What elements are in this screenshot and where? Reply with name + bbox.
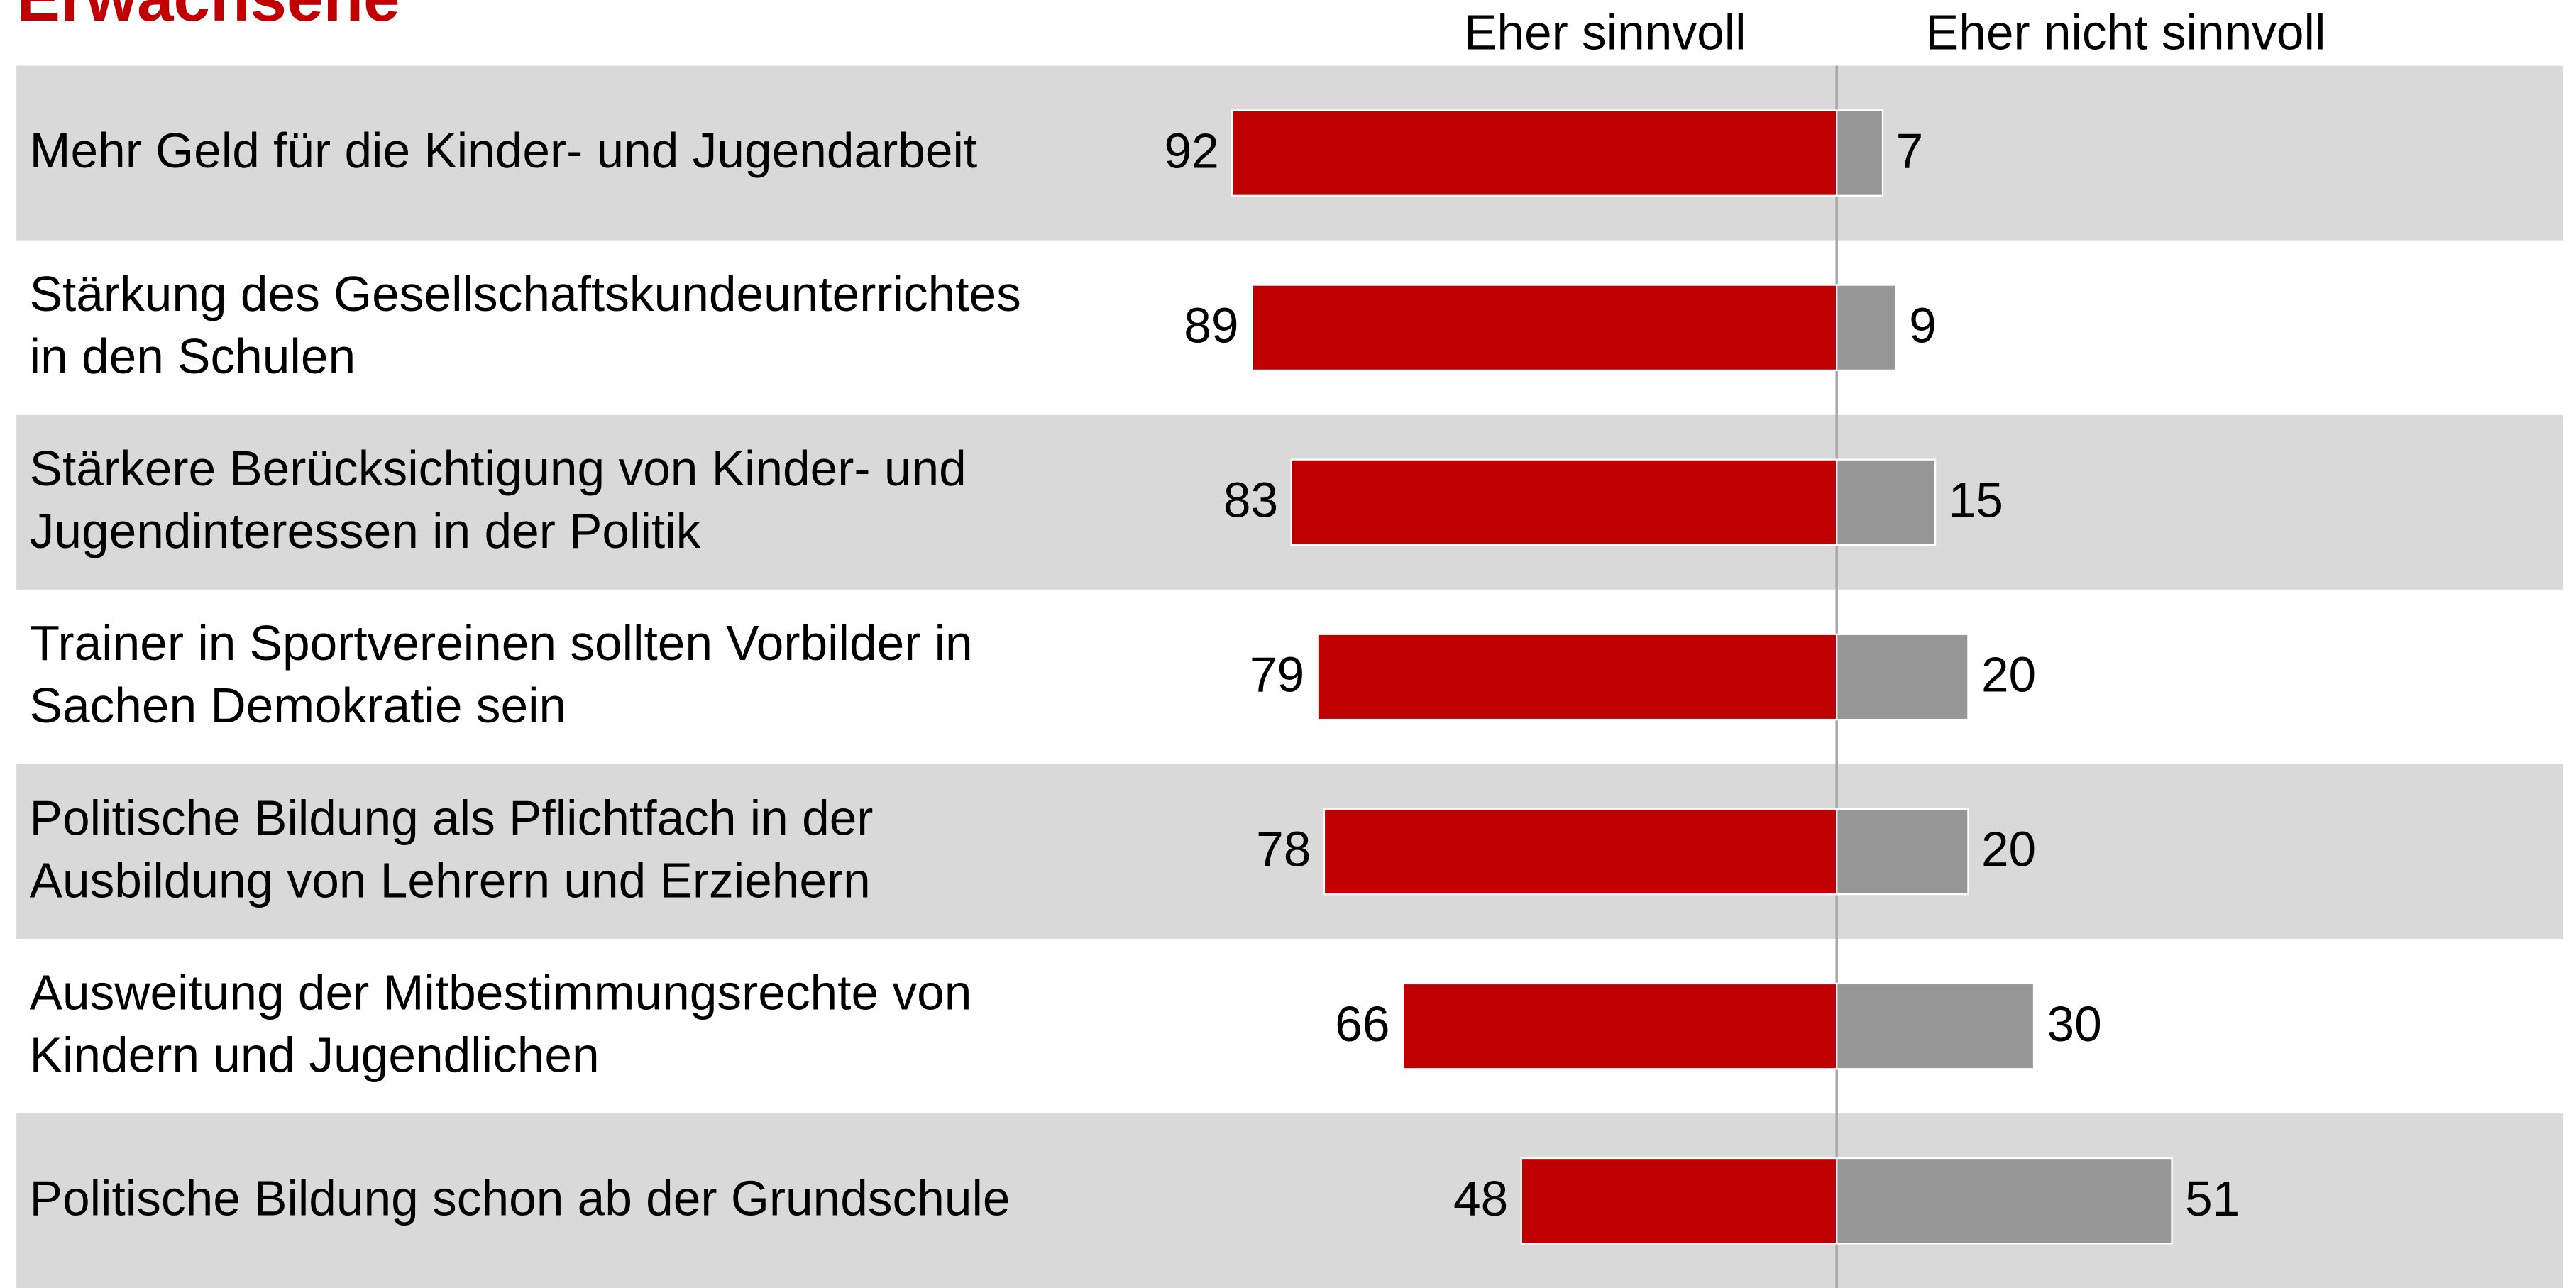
bar	[1836, 458, 1937, 546]
value-label: 83	[1223, 472, 1278, 527]
value-label: 9	[1909, 297, 1937, 353]
value-label: 79	[1250, 647, 1304, 703]
value-label: 78	[1256, 822, 1311, 877]
bar	[1836, 808, 1969, 896]
bar	[1316, 633, 1838, 721]
category-label: Trainer in Sportvereinen sollten Vorbild…	[30, 616, 986, 734]
category-label: Stärkung des Gesellschaftskundeunterrich…	[30, 266, 1035, 384]
category-label: Politische Bildung als Pflichtfach in de…	[30, 791, 887, 908]
bar	[1290, 458, 1838, 546]
value-label: 48	[1453, 1171, 1508, 1226]
value-label: 51	[2185, 1171, 2240, 1226]
row-background	[16, 764, 2563, 940]
rows	[16, 65, 2563, 1288]
value-label: 66	[1335, 996, 1389, 1052]
value-label: 20	[1981, 822, 2036, 877]
bar	[1836, 1157, 2173, 1245]
legend-label: Eher nicht sinnvoll	[1926, 4, 2326, 60]
category-label: Ausweitung der Mitbestimmungsrechte von …	[30, 965, 986, 1083]
bar	[1323, 808, 1838, 896]
bar	[1836, 982, 2035, 1070]
row-background	[16, 939, 2563, 1115]
value-label: 20	[1981, 647, 2036, 703]
chart-title: Erwachsene	[16, 0, 400, 35]
bar	[1836, 109, 1884, 197]
bar	[1836, 633, 1969, 721]
category-label: Stärkere Berücksichtigung von Kinder- un…	[30, 441, 980, 558]
row-background	[16, 414, 2563, 591]
bar	[1250, 284, 1838, 372]
row-background	[16, 589, 2563, 766]
bar	[1836, 284, 1897, 372]
category-label: Mehr Geld für die Kinder- und Jugendarbe…	[30, 123, 978, 178]
value-label: 89	[1184, 297, 1238, 353]
legend-label: Eher sinnvoll	[1464, 4, 1746, 60]
value-label: 15	[1949, 472, 2003, 527]
bar	[1231, 109, 1838, 197]
bar	[1402, 982, 1838, 1070]
value-label: 92	[1165, 123, 1219, 178]
value-label: 7	[1896, 123, 1924, 178]
value-label: 30	[2047, 996, 2102, 1052]
category-label: Politische Bildung schon ab der Grundsch…	[30, 1171, 1011, 1226]
bar	[1520, 1157, 1838, 1245]
